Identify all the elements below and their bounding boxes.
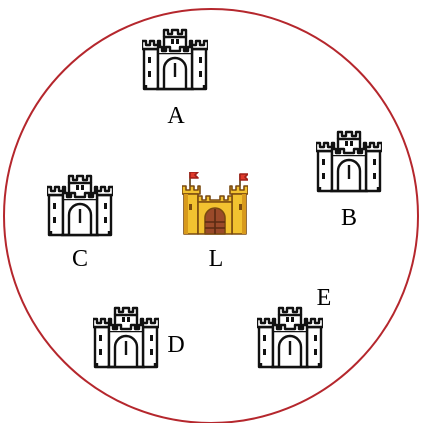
castle-outline-icon: [47, 174, 113, 237]
boundary-circle: [3, 8, 419, 423]
castle-a-label: A: [167, 103, 185, 129]
castle-d-label: D: [167, 332, 184, 358]
castle-a: A: [142, 28, 208, 129]
castle-outline-icon: [316, 130, 382, 193]
castle-d: D: [93, 306, 185, 369]
castle-outline-icon: [257, 306, 323, 369]
castle-outline-icon: [93, 306, 159, 369]
castle-l: L: [182, 172, 248, 272]
castle-b-label: B: [341, 205, 357, 231]
castle-l-label: L: [209, 246, 224, 272]
castle-colored-icon: [182, 172, 248, 235]
castle-e-label: E: [317, 285, 332, 311]
castle-c: C: [47, 174, 113, 272]
castle-e: E: [257, 285, 332, 369]
castle-b: B: [316, 130, 382, 231]
castle-c-label: C: [72, 246, 88, 272]
castle-outline-icon: [142, 28, 208, 91]
